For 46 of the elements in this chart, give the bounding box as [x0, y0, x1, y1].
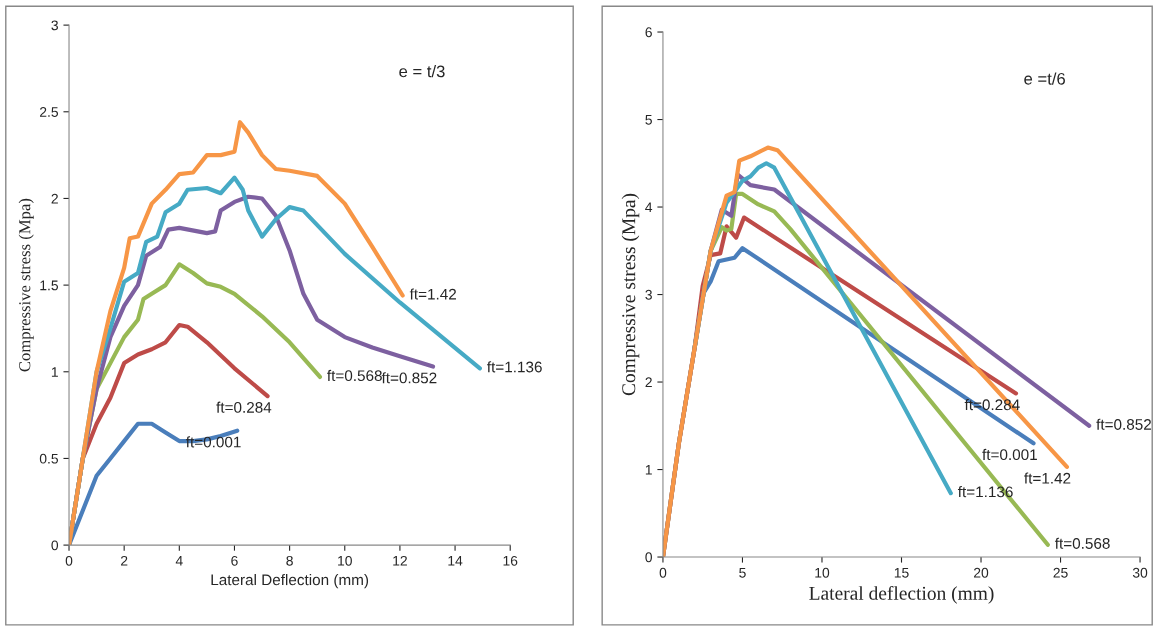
- y-tick-label: 3: [51, 20, 58, 31]
- x-tick-label: 30: [1132, 567, 1148, 578]
- y-tick-label: 0: [51, 540, 59, 551]
- x-tick-label: 10: [338, 555, 352, 566]
- x-tick-label: 0: [65, 555, 73, 566]
- series-label: ft=0.568: [327, 369, 382, 382]
- x-tick-label: 6: [231, 555, 238, 566]
- y-tick-label: 2: [51, 193, 58, 204]
- x-axis-title: Lateral Deflection (mm): [211, 574, 369, 589]
- x-tick-label: 0: [659, 567, 667, 578]
- x-axis-title: Lateral deflection (mm): [809, 585, 994, 604]
- series-label: ft=1.136: [487, 361, 542, 373]
- x-tick-label: 12: [393, 555, 407, 566]
- y-axis-title: Compressive stress (Mpa): [621, 193, 640, 396]
- y-tick-label: 3: [645, 289, 652, 300]
- y-tick-label: 1.5: [40, 280, 59, 291]
- x-tick-label: 15: [894, 567, 909, 578]
- x-tick-label: 16: [503, 555, 518, 566]
- series-label: ft=0.568: [1054, 537, 1110, 549]
- y-tick-label: 2.5: [39, 107, 59, 117]
- x-tick-label: 2: [121, 555, 128, 566]
- series-label: ft=0.852: [381, 372, 437, 384]
- annotation: e = t/3: [399, 65, 445, 78]
- x-tick-label: 14: [448, 556, 463, 566]
- x-tick-label: 25: [1053, 567, 1068, 578]
- series-label: ft=0.001: [982, 448, 1037, 461]
- y-tick-label: 1: [645, 465, 652, 475]
- series-label: ft=1.42: [409, 288, 456, 300]
- series-label: ft=0.284: [216, 401, 272, 413]
- annotation: e =t/6: [1024, 72, 1065, 85]
- x-tick-label: 8: [286, 555, 293, 566]
- x-tick-label: 10: [815, 567, 830, 578]
- x-tick-label: 5: [739, 567, 746, 578]
- series-label: ft=1.42: [1024, 472, 1071, 484]
- y-tick-label: 4: [645, 202, 653, 213]
- series-label: ft=0.001: [185, 436, 241, 448]
- y-tick-label: 1: [51, 367, 58, 377]
- x-tick-label: 4: [175, 556, 183, 566]
- y-tick-label: 5: [645, 115, 652, 125]
- y-axis-title: Compressive stress (Mpa): [18, 198, 34, 372]
- series-label: ft=0.852: [1096, 418, 1151, 430]
- y-tick-label: 6: [645, 27, 652, 38]
- x-tick-label: 20: [973, 567, 989, 578]
- y-tick-label: 0.5: [39, 453, 59, 464]
- line-series: [69, 421, 240, 546]
- y-tick-label: 2: [645, 377, 652, 388]
